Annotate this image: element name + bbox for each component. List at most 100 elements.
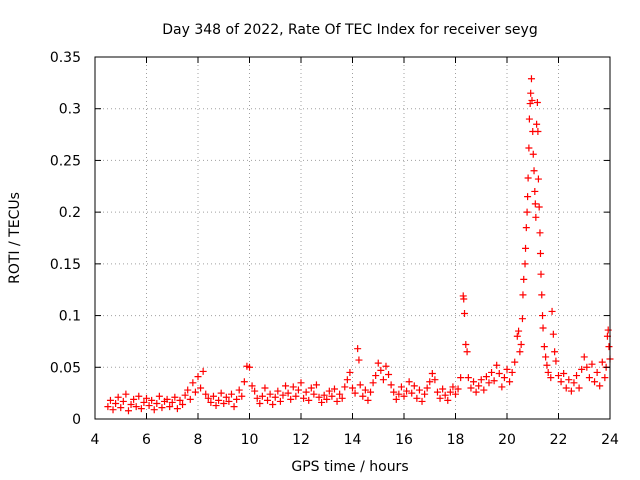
- data-point: [318, 398, 326, 406]
- x-axis-label: GPS time / hours: [291, 459, 408, 475]
- data-point: [356, 381, 364, 389]
- data-point: [604, 326, 612, 334]
- data-point: [524, 174, 532, 182]
- data-point: [346, 368, 354, 376]
- data-point: [367, 388, 375, 396]
- data-point: [519, 291, 527, 299]
- data-point: [526, 100, 534, 108]
- y-tick-label: 0.2: [59, 205, 81, 221]
- data-point: [513, 332, 521, 340]
- data-point: [542, 353, 550, 361]
- data-point: [433, 388, 441, 396]
- data-point: [258, 392, 266, 400]
- data-point: [537, 270, 545, 278]
- data-point: [155, 392, 163, 400]
- data-point: [418, 397, 426, 405]
- data-point: [310, 390, 318, 398]
- data-point: [279, 391, 287, 399]
- data-point: [215, 396, 223, 404]
- x-tick-label: 16: [395, 432, 413, 448]
- data-point: [557, 378, 565, 386]
- data-point: [583, 363, 591, 371]
- data-point: [565, 376, 573, 384]
- data-point: [377, 366, 385, 374]
- data-point: [415, 386, 423, 394]
- data-point: [410, 382, 418, 390]
- data-point: [374, 359, 382, 367]
- data-point: [189, 379, 197, 387]
- data-point: [452, 390, 459, 398]
- data-point: [338, 394, 346, 402]
- data-point: [150, 406, 158, 414]
- data-point: [390, 388, 398, 396]
- data-point: [534, 127, 542, 135]
- data-point: [227, 390, 235, 398]
- data-point: [176, 396, 184, 404]
- chart-title: Day 348 of 2022, Rate Of TEC Index for r…: [162, 22, 537, 38]
- data-point: [312, 381, 320, 389]
- y-tick-label: 0.35: [50, 50, 81, 66]
- data-point: [372, 372, 380, 380]
- data-point: [552, 357, 560, 365]
- data-point: [580, 353, 588, 361]
- data-point: [531, 200, 539, 208]
- data-point: [163, 395, 171, 403]
- data-point: [248, 382, 256, 390]
- data-point: [168, 398, 176, 406]
- data-point: [266, 390, 274, 398]
- data-point: [515, 327, 523, 335]
- data-point: [598, 358, 606, 366]
- data-point: [361, 386, 369, 394]
- data-point: [199, 367, 207, 375]
- data-point: [585, 374, 593, 382]
- data-point: [400, 392, 408, 400]
- data-points: [104, 75, 614, 415]
- x-tick-label: 18: [447, 432, 465, 448]
- data-point: [463, 348, 471, 356]
- data-point: [562, 384, 570, 392]
- data-point: [431, 376, 439, 384]
- data-point: [184, 386, 192, 394]
- data-point: [578, 365, 586, 373]
- data-point: [536, 229, 544, 237]
- data-point: [166, 403, 174, 411]
- data-point: [436, 394, 444, 402]
- data-point: [527, 89, 535, 97]
- data-point: [246, 363, 253, 371]
- data-point: [408, 389, 416, 397]
- data-point: [354, 345, 362, 353]
- data-point: [539, 312, 547, 320]
- data-point: [477, 376, 485, 384]
- data-point: [540, 343, 548, 351]
- data-point: [225, 397, 233, 405]
- data-point: [522, 244, 530, 252]
- data-point: [460, 295, 468, 303]
- x-tick-label: 6: [142, 432, 151, 448]
- data-point: [158, 404, 166, 412]
- data-point: [364, 396, 372, 404]
- data-point: [132, 403, 140, 411]
- data-point: [351, 389, 359, 397]
- data-point: [171, 393, 179, 401]
- x-tick-label: 4: [91, 432, 100, 448]
- data-point: [240, 378, 248, 386]
- data-point: [567, 387, 575, 395]
- data-point: [544, 368, 552, 376]
- data-point: [533, 120, 541, 128]
- data-point: [533, 99, 541, 107]
- data-point: [271, 393, 279, 401]
- data-point: [426, 378, 434, 386]
- data-point: [222, 393, 230, 401]
- data-point: [444, 396, 452, 404]
- data-point: [333, 397, 341, 405]
- data-point: [461, 310, 469, 318]
- data-point: [464, 374, 472, 382]
- data-point: [276, 397, 284, 405]
- y-tick-label: 0.3: [59, 102, 81, 118]
- data-point: [488, 368, 496, 376]
- data-point: [601, 374, 609, 382]
- data-point: [536, 250, 544, 258]
- data-point: [395, 390, 403, 398]
- data-point: [143, 394, 150, 402]
- data-point: [235, 386, 243, 394]
